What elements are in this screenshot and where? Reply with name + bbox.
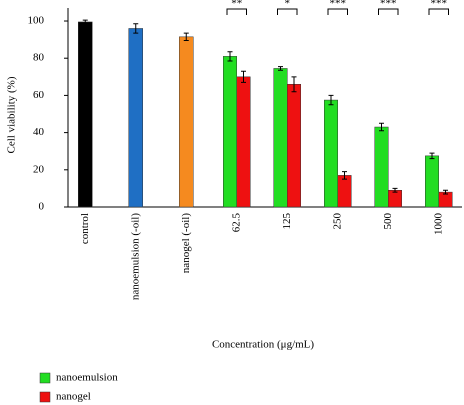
y-tick-label: 80 [33,52,45,64]
y-tick-label: 100 [28,15,45,27]
legend-swatch [39,372,51,384]
significance-label: *** [380,0,397,10]
significance-label: *** [330,0,347,10]
bar [388,190,402,208]
significance-bracket [378,8,399,15]
significance-label: *** [431,0,448,10]
error-bar [342,171,347,180]
legend-label: nanogel [56,391,91,403]
bar [236,76,251,208]
y-tick-label: 20 [33,163,45,175]
error-bar [379,122,384,132]
y-tick-label: 60 [33,89,45,101]
x-tick-label: 500 [382,213,394,230]
bar [425,155,439,208]
significance-bracket [277,8,298,15]
y-tick-label: 0 [39,201,45,213]
legend-swatch [39,391,51,403]
error-bar [291,76,297,93]
error-bar [392,187,398,193]
error-bar [227,51,233,62]
y-axis-label: Cell viability (%) [6,76,18,153]
error-bar [278,66,283,71]
bar [374,126,389,208]
significance-bracket [428,8,449,15]
bar [179,36,194,208]
significance-bracket [327,8,348,15]
x-tick-label: 125 [281,213,293,230]
error-bar [328,94,334,106]
bar [324,99,338,208]
x-tick-label: nanoemulsion (-oil) [129,213,141,300]
x-tick-label: 1000 [432,213,444,236]
x-tick-label: 62.5 [230,213,242,233]
error-bar [82,19,88,25]
error-bar [429,152,435,160]
error-bar [241,70,246,83]
significance-bracket [226,8,247,15]
error-bar [183,32,189,42]
bar [287,84,301,208]
x-tick-label: control [79,213,91,244]
legend-label: nanoemulsion [56,372,118,384]
bar [337,175,352,208]
y-tick-label: 40 [33,126,45,138]
bar [78,21,93,208]
bar [128,28,143,208]
bar [273,68,288,208]
bar [223,56,237,208]
significance-label: * [285,0,291,10]
error-bar [443,189,448,195]
error-bar [133,23,139,34]
significance-label: ** [231,0,242,10]
x-axis-label: Concentration (μg/mL) [212,339,314,351]
x-tick-label: 250 [331,213,343,230]
x-tick-label: nanogel (-oil) [180,213,192,274]
